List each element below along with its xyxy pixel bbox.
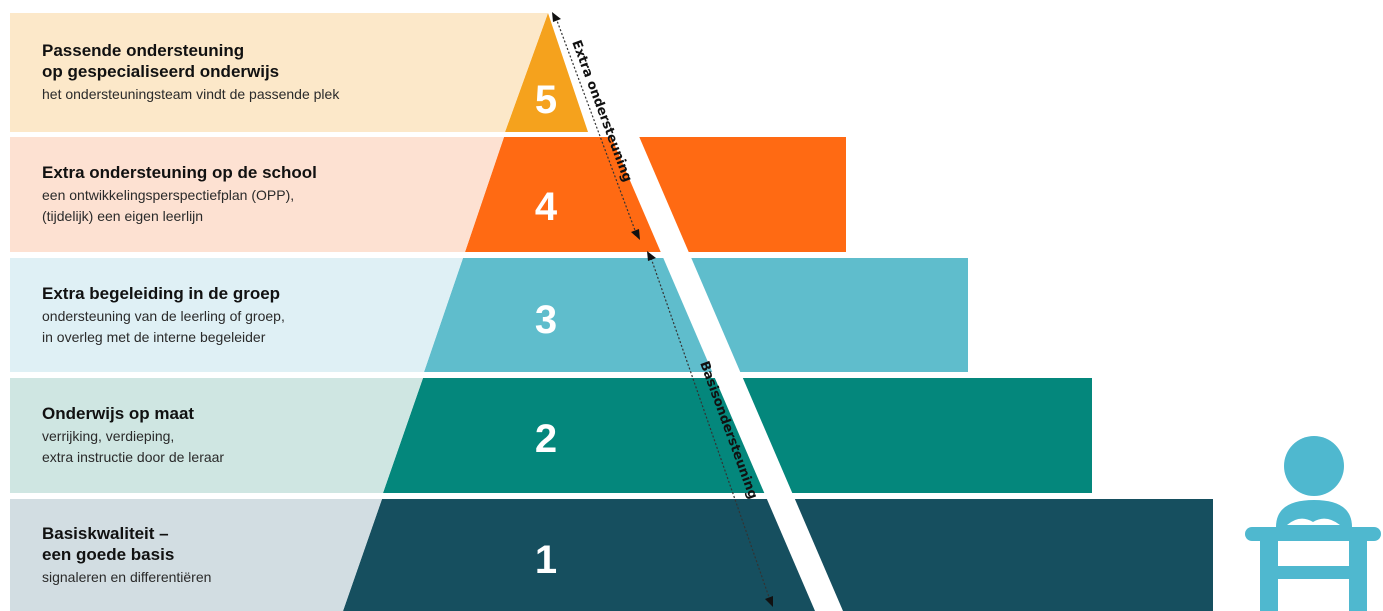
level-1-number: 1 (534, 538, 558, 582)
level-5-block (505, 13, 588, 132)
level-5-description: het ondersteuningsteam vindt de passende… (42, 86, 340, 102)
level-1-text: Basiskwaliteit – een goede basis signalere… (42, 499, 211, 611)
level-1-block (343, 499, 1213, 611)
level-2-block (383, 378, 1092, 493)
level-3-title: Extra begeleiding in de groep (42, 283, 281, 303)
level-1-panel-shape (10, 499, 382, 611)
level-1-title: een goede basis (42, 544, 175, 564)
level-4-panel-shape (10, 137, 504, 252)
level-3-number: 3 (534, 298, 558, 342)
level-2-panel-shape (10, 378, 423, 493)
level-4-description: een ontwikkelingsperspectiefplan (OPP), (42, 187, 295, 203)
level-2-number: 2 (534, 417, 558, 461)
diagonal-divider-band (558, 13, 843, 611)
level-5-panel-shape (10, 13, 548, 132)
level-3-panel-shape (10, 258, 463, 372)
student-at-desk-icon (1245, 436, 1381, 611)
level-1-title: Basiskwaliteit – (42, 523, 169, 543)
level-3-text: Extra begeleiding in de groep ondersteuni… (42, 258, 285, 372)
level-2-description: extra instructie door de leraar (42, 449, 225, 465)
level-5-title: op gespecialiseerd onderwijs (42, 62, 280, 81)
level-3-description: in overleg met de interne begeleider (42, 328, 266, 345)
level-3-description: ondersteuning van de leerling of groep, (42, 307, 285, 324)
arrow-head-down (765, 596, 773, 607)
level-4-text: Extra ondersteuning op de school een ontw… (42, 137, 317, 252)
level-4-title: Extra ondersteuning op de school (42, 163, 317, 182)
level-4-description: (tijdelijk) een eigen leerlijn (42, 208, 204, 224)
level-2-title: Onderwijs op maat (42, 404, 195, 423)
level-2-description: verrijking, verdieping, (42, 428, 175, 444)
arrow-head-up (647, 251, 656, 261)
arrow-head-up (552, 12, 561, 22)
level-1-description: signaleren en differentiëren (42, 568, 212, 585)
level-5-number: 5 (534, 78, 558, 122)
level-4-number: 4 (534, 185, 558, 229)
arrow-head-down (631, 229, 640, 240)
level-2-text: Onderwijs op maat verrijking, verdieping,… (42, 378, 224, 493)
level-5-title: Passende ondersteuning (42, 41, 245, 60)
level-5-text: Passende ondersteuning op gespecialiseerd… (42, 13, 339, 132)
